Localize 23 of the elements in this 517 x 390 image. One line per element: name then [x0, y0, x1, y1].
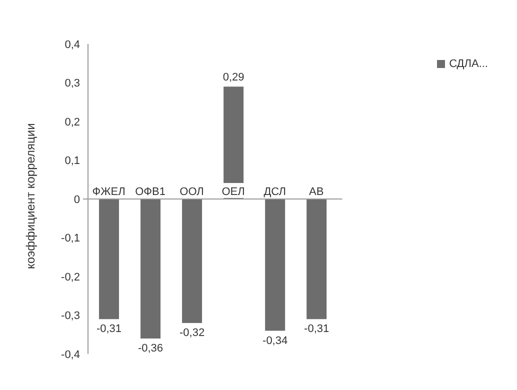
- data-label: -0,31: [304, 323, 330, 336]
- x-tick-label: АВ: [309, 186, 324, 198]
- x-tick-label: ФЖЕЛ: [92, 186, 126, 198]
- data-label: -0,31: [96, 323, 122, 336]
- x-tick-label: ОЕЛ: [222, 186, 245, 198]
- x-tick-label: ООЛ: [180, 186, 204, 198]
- y-tick-label: 0,4: [64, 38, 80, 51]
- data-label: -0,32: [179, 327, 205, 339]
- y-tick-label: -0,4: [61, 348, 80, 361]
- data-label: -0,34: [262, 334, 288, 347]
- x-tick-label: ОФВ1: [135, 186, 166, 198]
- x-tick-label: ДСЛ: [264, 186, 286, 198]
- y-axis-title: коэффициент корреляции: [23, 123, 38, 269]
- y-tick-label: 0,1: [64, 155, 80, 168]
- y-tick-label: 0,3: [64, 78, 80, 90]
- data-label: -0,36: [138, 342, 164, 354]
- y-tick-label: -0,1: [61, 232, 80, 245]
- data-label: 0,29: [222, 72, 244, 84]
- y-tick-label: 0: [74, 194, 80, 206]
- y-tick-label: -0,2: [61, 271, 80, 284]
- legend-label: СДЛА...: [449, 58, 488, 70]
- y-tick-label: -0,3: [61, 310, 80, 322]
- y-tick-label: 0,2: [64, 116, 80, 128]
